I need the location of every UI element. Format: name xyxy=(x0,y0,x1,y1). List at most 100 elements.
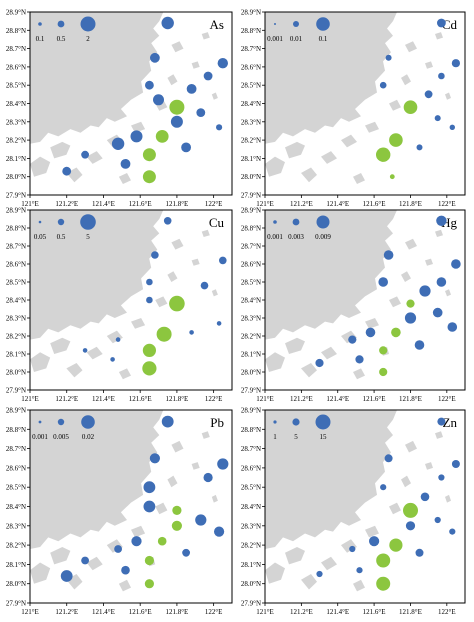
island-shape xyxy=(353,173,365,184)
station-bubble-blue xyxy=(130,130,143,143)
lat-tick-label: 28.7°N xyxy=(6,445,26,453)
station-bubble-blue xyxy=(449,124,455,130)
lon-tick-label: 121.6°E xyxy=(129,200,152,208)
station-bubble-blue xyxy=(365,327,376,338)
station-bubble-blue xyxy=(114,545,122,553)
lat-tick-label: 28.8°N xyxy=(6,426,26,434)
station-bubble-green xyxy=(142,361,157,376)
lon-tick-label: 122°E xyxy=(438,395,456,403)
island-shape xyxy=(201,229,210,237)
legend-bubble xyxy=(57,418,65,426)
island-shape xyxy=(106,539,123,553)
map-panel-zn: 27.9°N 28.0°N 28.1°N 28.2°N 28.3°N 28.4°N 28.5… xyxy=(241,407,466,616)
lon-tick-label: 122°E xyxy=(205,608,223,616)
station-bubble-blue xyxy=(110,357,115,362)
island-shape xyxy=(353,579,365,592)
island-shape xyxy=(445,92,451,100)
land-group xyxy=(30,410,218,592)
station-bubble-blue xyxy=(60,570,73,582)
station-bubble-blue xyxy=(120,159,131,169)
island-shape xyxy=(30,562,51,584)
legend-bubble xyxy=(292,218,300,226)
island-shape xyxy=(435,32,443,40)
lon-tick-label: 121.6°E xyxy=(129,608,152,616)
island-shape xyxy=(155,296,168,308)
island-shape xyxy=(425,258,433,266)
element-label: Cu xyxy=(209,215,225,230)
island-shape xyxy=(201,32,210,40)
station-bubble-blue xyxy=(163,217,172,225)
lat-tick-label: 28.1°N xyxy=(241,561,261,569)
lon-tick-label: 121.8°E xyxy=(165,200,188,208)
legend-bubble xyxy=(273,220,277,224)
station-bubble-blue xyxy=(356,567,363,574)
island-shape xyxy=(401,271,411,282)
island-shape xyxy=(118,579,131,592)
station-bubble-blue xyxy=(419,285,431,297)
land-group xyxy=(30,12,218,184)
island-shape xyxy=(405,440,417,453)
lat-tick-label: 28.8°N xyxy=(241,27,261,35)
station-bubble-blue xyxy=(203,472,213,483)
island-shape xyxy=(211,289,218,297)
lon-tick-label: 121.4°E xyxy=(92,395,115,403)
lat-tick-label: 28.7°N xyxy=(6,243,26,251)
lat-tick-label: 28.8°N xyxy=(241,225,261,233)
island-shape xyxy=(265,156,285,177)
lat-tick-label: 28.2°N xyxy=(241,542,261,550)
station-bubble-green xyxy=(379,346,388,355)
lon-tick-label: 122°E xyxy=(438,608,456,616)
lon-tick-label: 121.6°E xyxy=(363,608,386,616)
station-bubble-blue xyxy=(436,215,447,226)
legend-bubble xyxy=(38,22,42,26)
element-label: Pb xyxy=(210,415,224,430)
island-shape xyxy=(285,141,305,159)
lat-tick-label: 28.9°N xyxy=(241,9,261,17)
island-shape xyxy=(401,475,411,488)
legend-value: 5 xyxy=(294,433,298,441)
station-bubble-green xyxy=(376,147,391,162)
station-bubble-green xyxy=(403,502,418,518)
lon-tick-label: 121.8°E xyxy=(165,395,188,403)
station-bubble-blue xyxy=(438,72,445,80)
legend-value: 0.005 xyxy=(53,433,69,441)
station-bubble-blue xyxy=(111,137,125,150)
mainland-coast xyxy=(265,410,397,549)
station-bubble-blue xyxy=(437,417,446,426)
island-shape xyxy=(405,41,417,53)
lat-tick-label: 28.6°N xyxy=(6,464,26,472)
lat-tick-label: 28.8°N xyxy=(6,27,26,35)
station-bubble-green xyxy=(169,99,185,115)
station-bubble-green xyxy=(142,343,156,357)
station-bubble-blue xyxy=(447,322,458,332)
lon-tick-label: 121.6°E xyxy=(363,395,386,403)
lat-tick-label: 28.8°N xyxy=(241,426,261,434)
island-shape xyxy=(30,156,51,177)
station-bubble-blue xyxy=(434,516,441,524)
station-bubble-blue xyxy=(161,415,174,428)
island-shape xyxy=(211,494,218,503)
island-shape xyxy=(155,502,168,515)
island-shape xyxy=(30,352,51,372)
station-bubble-green xyxy=(389,133,403,147)
lon-tick-label: 121.4°E xyxy=(92,200,115,208)
lat-tick-label: 27.9°N xyxy=(241,192,261,200)
station-bubble-blue xyxy=(434,115,441,122)
station-bubble-blue xyxy=(195,514,207,526)
station-bubble-blue xyxy=(196,108,206,117)
station-bubble-green xyxy=(142,170,156,184)
lat-tick-label: 28.9°N xyxy=(6,9,26,17)
lon-tick-label: 121°E xyxy=(256,608,274,616)
lat-tick-label: 28.3°N xyxy=(6,315,26,323)
station-bubble-green xyxy=(376,576,391,591)
lon-tick-label: 122°E xyxy=(438,200,456,208)
map-panel-cu: 27.9°N 28.0°N 28.1°N 28.2°N 28.3°N 28.4°N 28.5… xyxy=(6,207,233,403)
station-bubble-blue xyxy=(181,142,192,153)
station-bubble-green xyxy=(403,100,418,114)
legend-bubble xyxy=(273,420,277,424)
station-bubble-blue xyxy=(384,454,393,463)
legend-value: 0.01 xyxy=(290,35,303,43)
lon-tick-label: 121°E xyxy=(21,395,39,403)
land-group xyxy=(265,210,451,380)
station-bubble-blue xyxy=(216,124,223,131)
